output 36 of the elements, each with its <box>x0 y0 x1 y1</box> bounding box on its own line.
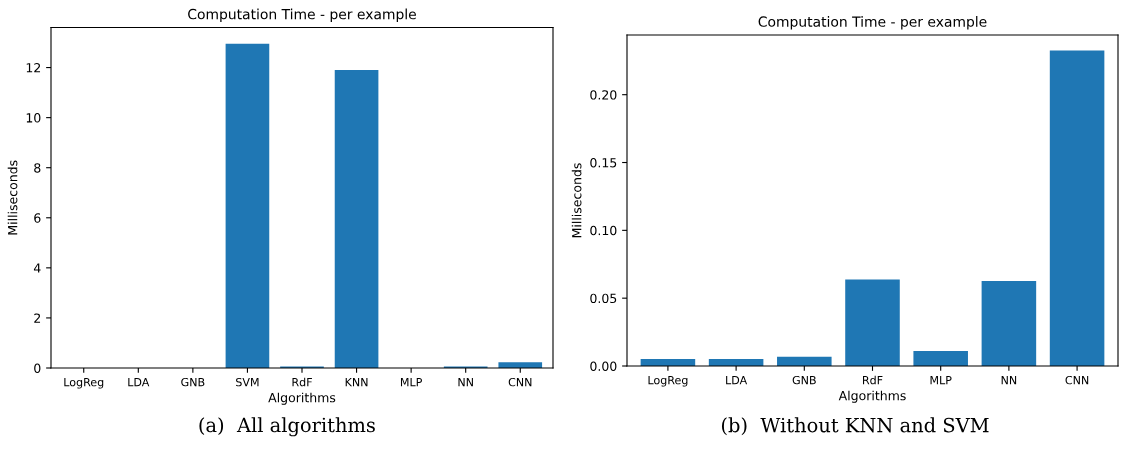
y-tick-label: 0.05 <box>590 293 617 304</box>
y-tick-label: 0.20 <box>590 90 617 100</box>
x-tick-label: CNN <box>508 377 532 387</box>
y-tick-label: 10 <box>26 113 41 123</box>
y-tick-label: 12 <box>26 63 41 73</box>
x-tick-label: LogReg <box>64 378 104 389</box>
y-tick-label: 6 <box>34 213 41 223</box>
y-axis-title: Milliseconds <box>7 160 18 235</box>
x-tick-label: GNB <box>181 377 205 387</box>
x-tick-label: RdF <box>863 375 883 385</box>
x-tick-label: SVM <box>236 377 259 387</box>
y-tick-label: 0.10 <box>590 225 617 236</box>
text: (b) Without KNN and SVM <box>721 417 989 436</box>
x-tick-label: CNN <box>1065 375 1089 385</box>
x-tick-label: MLP <box>400 378 422 387</box>
x-tick-label: RdF <box>292 377 312 387</box>
text: (a) All algorithms <box>199 417 375 437</box>
x-tick-label: NN <box>1001 376 1017 385</box>
x-axis-title: Algorithms <box>268 392 336 405</box>
y-tick-label: 2 <box>34 313 41 323</box>
y-tick-label: 0.15 <box>590 157 617 168</box>
x-tick-label: MLP <box>930 376 952 385</box>
y-tick-label: 4 <box>33 263 41 273</box>
y-tick-label: 8 <box>34 163 41 173</box>
x-tick-label: LDA <box>726 376 748 385</box>
x-axis-title: Algorithms <box>838 390 906 403</box>
y-tick-label: 0.00 <box>590 361 617 371</box>
x-tick-label: KNN <box>345 378 368 387</box>
y-tick-label: 0 <box>34 363 41 373</box>
x-tick-label: LogReg <box>648 376 688 387</box>
chart-title: Computation Time - per example <box>188 8 416 23</box>
x-tick-label: LDA <box>128 378 150 387</box>
y-axis-title: Milliseconds <box>571 163 582 238</box>
x-tick-label: GNB <box>792 375 816 385</box>
x-tick-label: NN <box>458 378 473 387</box>
chart-title: Computation Time - per example <box>758 16 987 30</box>
